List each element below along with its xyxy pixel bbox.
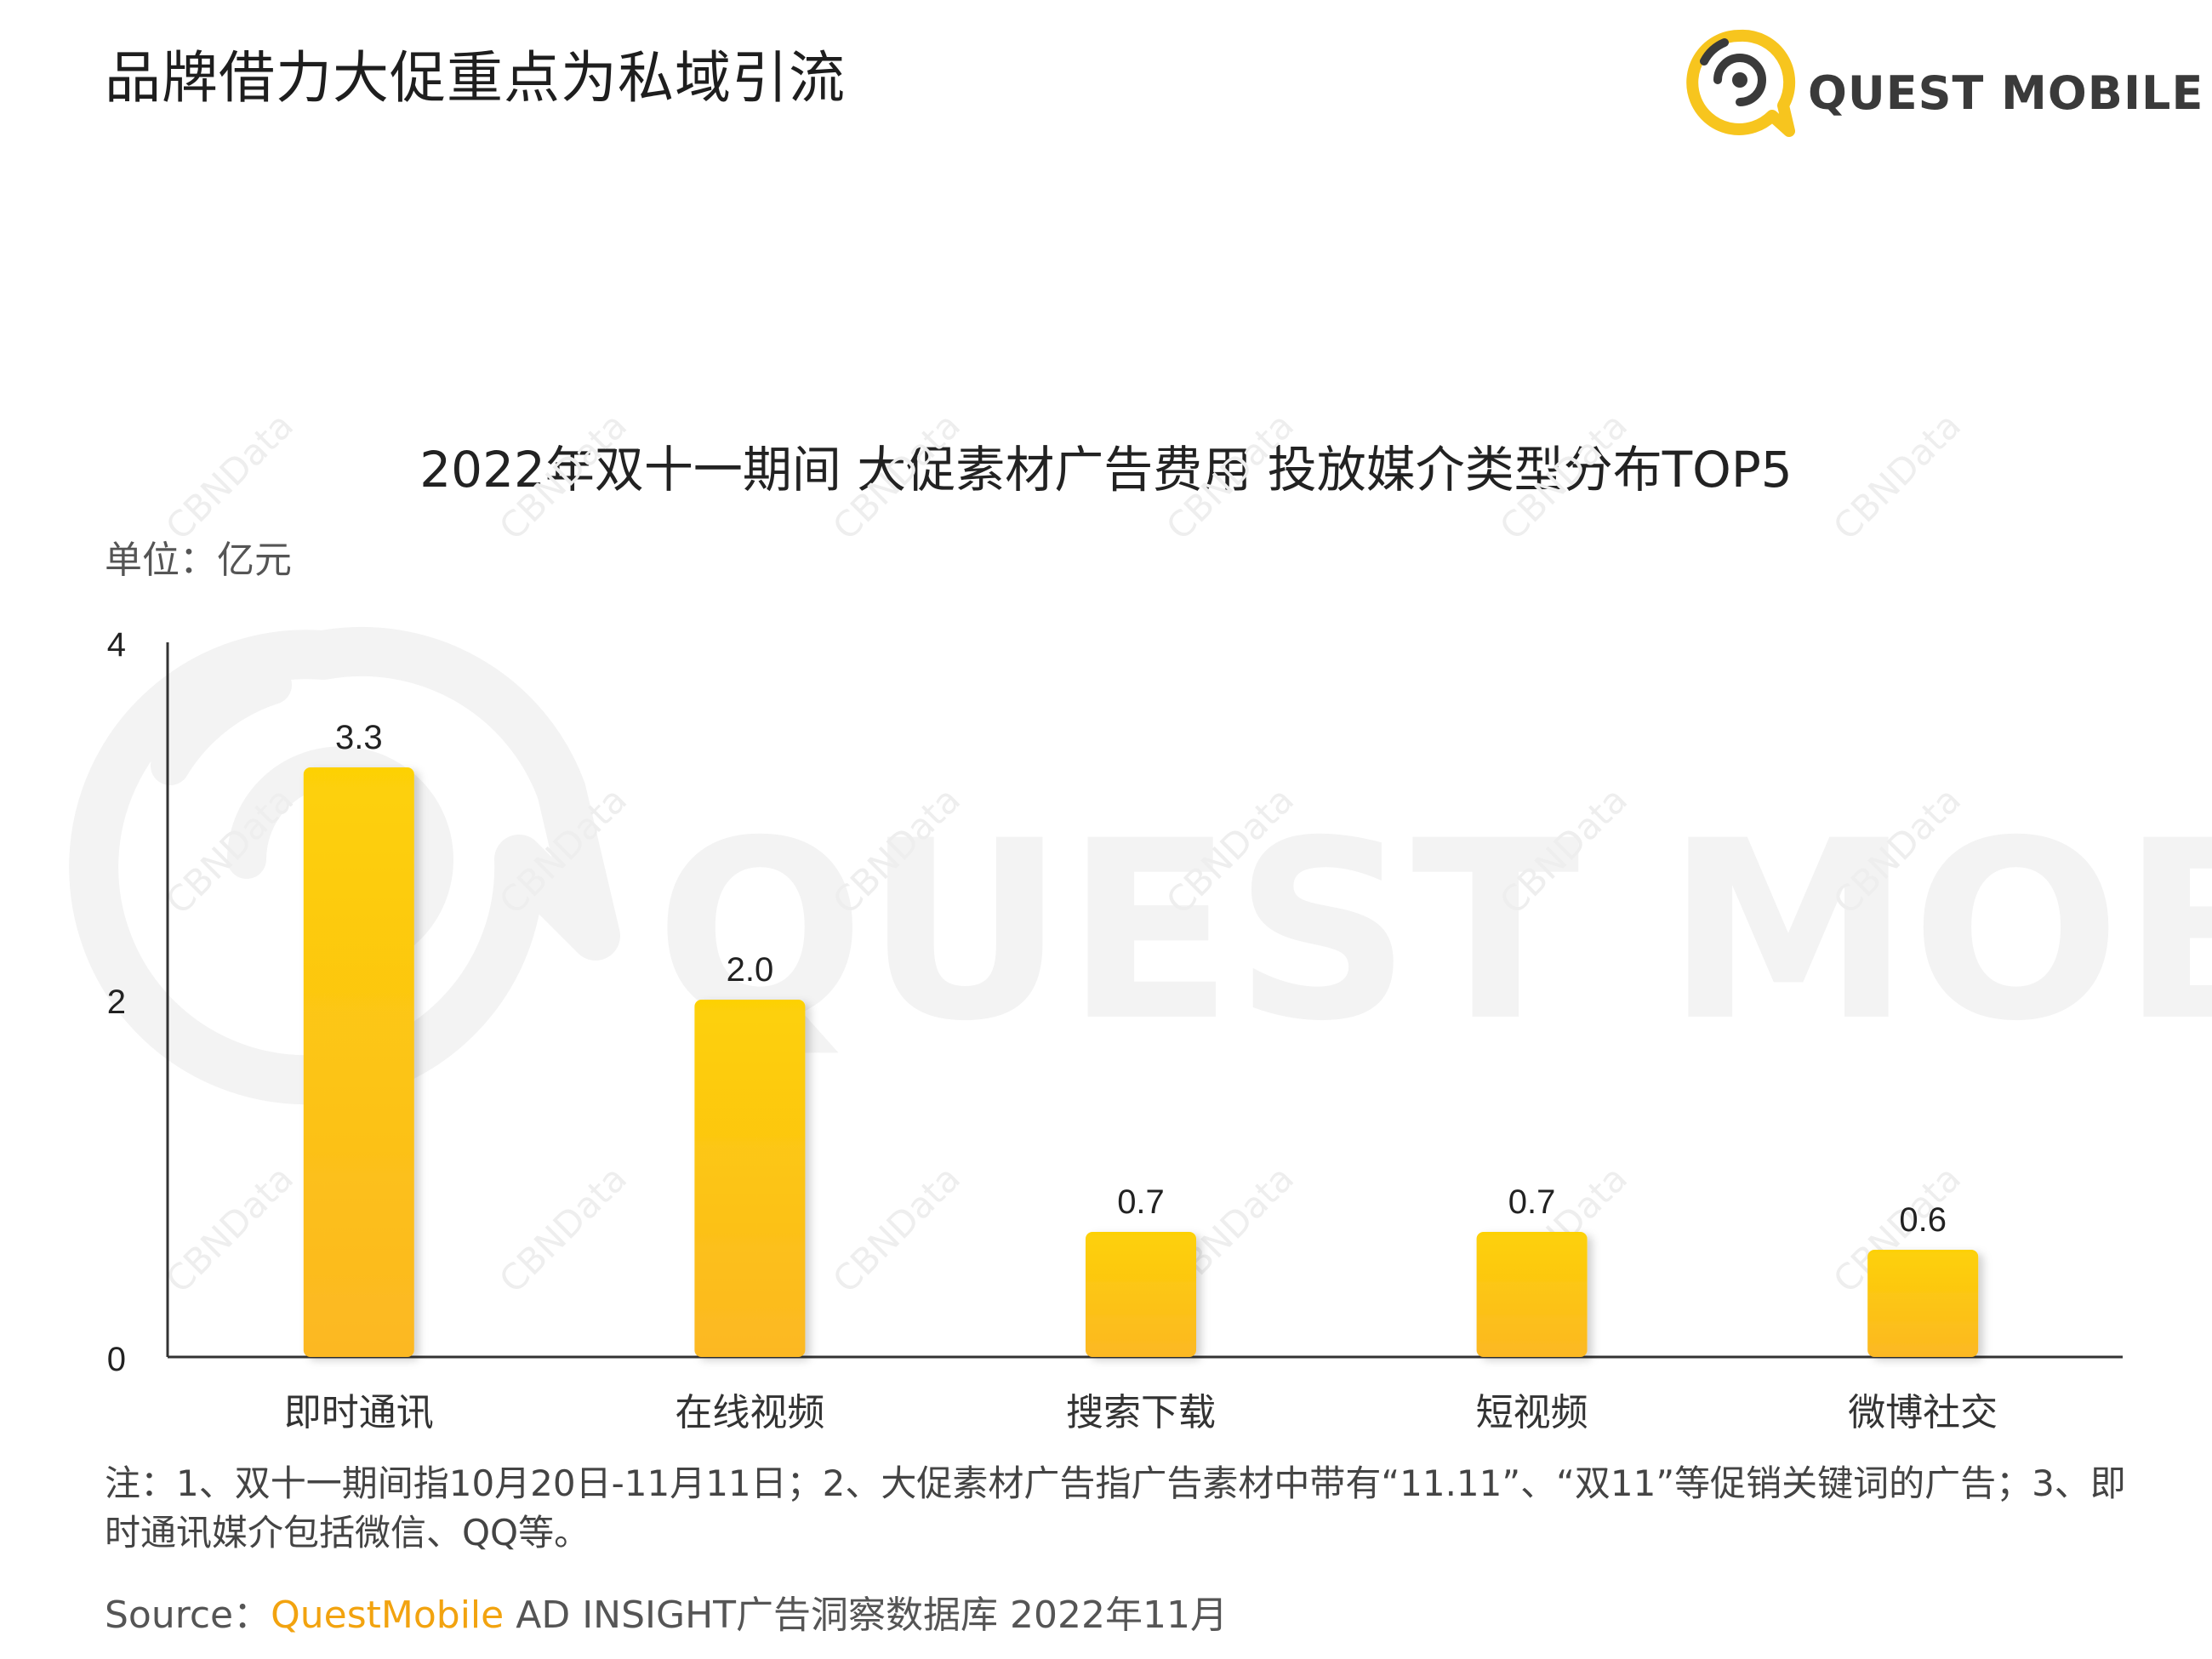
value-label: 3.3 <box>335 719 383 756</box>
source-rest: AD INSIGHT广告洞察数据库 2022年11月 <box>504 1593 1228 1637</box>
watermark-tile-text: CBNData <box>157 404 301 548</box>
category-label: 微博社交 <box>1848 1391 1998 1434</box>
unit-label: 单位：亿元 <box>105 539 292 582</box>
watermark-brand-text: QUEST MOBILE <box>655 789 2212 1075</box>
category-label: 短视频 <box>1476 1391 1588 1434</box>
y-tick-label: 0 <box>107 1341 126 1378</box>
value-label: 0.6 <box>1899 1201 1947 1239</box>
chart-title: 2022年双十一期间 大促素材广告费用 投放媒介类型分布TOP5 <box>419 441 1793 499</box>
watermark-tile-text: CBNData <box>1491 404 1635 548</box>
source-brand: QuestMobile <box>271 1593 505 1637</box>
value-labels: 3.3 2.0 0.7 0.7 0.6 <box>335 719 1947 1239</box>
watermark-tile-text: CBNData <box>1158 404 1302 548</box>
value-label: 0.7 <box>1508 1183 1556 1221</box>
category-label: 搜索下载 <box>1066 1391 1216 1434</box>
page-title: 品牌借力大促重点为私域引流 <box>105 45 846 111</box>
watermark-tile-text: CBNData <box>491 404 635 548</box>
watermark-tile-text: CBNData <box>824 404 968 548</box>
bar <box>1086 1232 1196 1357</box>
category-label: 即时通讯 <box>284 1391 434 1434</box>
source-line: Source：QuestMobile AD INSIGHT广告洞察数据库 202… <box>105 1584 1228 1639</box>
watermark-tile-text: CBNData <box>157 778 301 922</box>
category-label: 在线视频 <box>675 1391 824 1434</box>
bar <box>303 767 414 1357</box>
value-label: 2.0 <box>727 951 774 989</box>
y-tick-labels: 0 2 4 <box>107 626 126 1378</box>
bar <box>694 1000 806 1357</box>
footnote: 注：1、双十一期间指10月20日-11月11日；2、大促素材广告指广告素材中带有… <box>105 1462 2126 1554</box>
watermark-tile-text: CBNData <box>491 1157 635 1301</box>
value-label: 0.7 <box>1117 1183 1165 1221</box>
watermark-tile-text: CBNData <box>824 1157 968 1301</box>
brand-logo: QUEST MOBILE <box>1680 27 2203 138</box>
quest-mobile-logo-icon <box>1686 29 1796 137</box>
source-prefix: Source： <box>105 1593 271 1637</box>
watermark-tile-text: CBNData <box>1825 404 1969 548</box>
y-tick-label: 2 <box>107 983 126 1021</box>
bars <box>303 767 1979 1357</box>
category-labels: 即时通讯 在线视频 搜索下载 短视频 微博社交 <box>284 1391 1998 1434</box>
y-tick-label: 4 <box>107 626 126 664</box>
logo-text: QUEST MOBILE <box>1808 66 2204 120</box>
bar <box>1867 1250 1979 1357</box>
watermark-tile-text: CBNData <box>157 1157 301 1301</box>
bar <box>1476 1232 1588 1357</box>
